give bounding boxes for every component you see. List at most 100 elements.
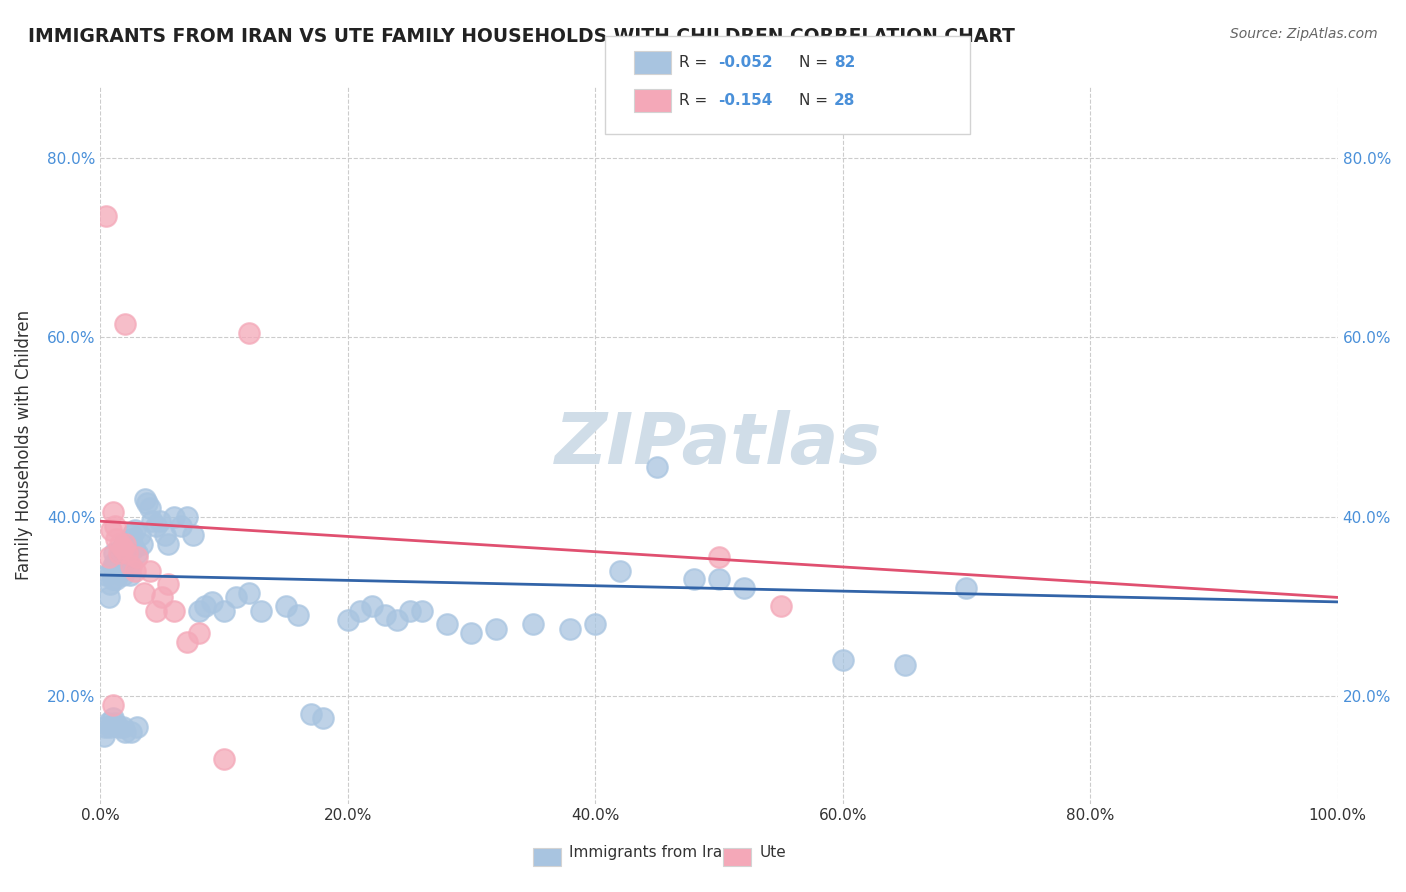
Point [387,613,409,627]
Text: N =: N = [799,94,832,108]
Point [349,604,371,618]
Point [485,622,508,636]
Text: R =: R = [679,94,713,108]
Point [111,720,134,734]
Text: Ute: Ute [759,846,786,860]
Point [117,545,139,559]
Point [212,752,235,766]
Point [98,577,121,591]
Point [145,604,167,618]
Point [115,550,138,565]
Point [110,564,132,578]
Point [97,550,120,565]
Point [118,559,141,574]
Text: -0.154: -0.154 [718,94,773,108]
Point [136,496,159,510]
Point [176,635,198,649]
Point [212,604,235,618]
Point [100,523,122,537]
Point [250,604,273,618]
Point [93,730,115,744]
Point [128,527,150,541]
Point [149,514,172,528]
Point [522,617,544,632]
Point [127,550,149,565]
Point [124,564,146,578]
Text: -0.052: -0.052 [718,55,773,70]
Point [120,559,142,574]
Point [118,568,141,582]
Point [287,608,309,623]
Point [139,500,162,515]
Point [108,545,131,559]
Point [163,509,186,524]
Text: ZIPatlas: ZIPatlas [555,410,883,480]
Point [411,604,433,618]
Point [150,591,173,605]
Point [955,582,977,596]
Point [120,532,142,546]
Point [122,541,145,555]
Text: N =: N = [799,55,832,70]
Point [120,725,142,739]
Text: 82: 82 [834,55,855,70]
Point [96,210,118,224]
Point [103,545,125,559]
Point [374,608,396,623]
Point [114,555,136,569]
Point [114,725,136,739]
Point [163,604,186,618]
Point [101,505,124,519]
Point [112,536,135,550]
Point [398,604,420,618]
Point [127,545,149,559]
Point [127,720,149,734]
Point [181,527,204,541]
Point [111,541,134,555]
Point [893,657,915,672]
Point [97,715,120,730]
Point [361,599,384,614]
Text: 28: 28 [834,94,855,108]
Point [299,706,322,721]
Point [114,317,136,331]
Point [145,518,167,533]
Point [560,622,582,636]
Point [153,527,176,541]
Text: R =: R = [679,55,713,70]
Point [132,586,155,600]
Point [609,564,631,578]
Point [108,559,131,574]
Point [707,573,730,587]
Point [141,514,163,528]
Point [108,536,131,550]
Point [131,536,153,550]
Point [436,617,458,632]
Point [176,509,198,524]
Point [117,545,139,559]
Point [94,720,117,734]
Point [274,599,297,614]
Point [114,536,136,550]
Y-axis label: Family Households with Children: Family Households with Children [15,310,32,580]
Point [97,591,120,605]
Text: Source: ZipAtlas.com: Source: ZipAtlas.com [1230,27,1378,41]
Point [460,626,482,640]
Point [831,653,853,667]
Point [188,626,211,640]
Point [105,573,128,587]
Point [101,559,124,574]
Point [733,582,755,596]
Point [583,617,606,632]
Point [134,491,156,506]
Point [707,550,730,565]
Point [645,460,668,475]
Point [111,568,134,582]
Point [104,518,127,533]
Point [100,564,122,578]
Point [312,711,335,725]
Point [139,564,162,578]
Point [107,564,129,578]
Point [336,613,359,627]
Point [188,604,211,618]
